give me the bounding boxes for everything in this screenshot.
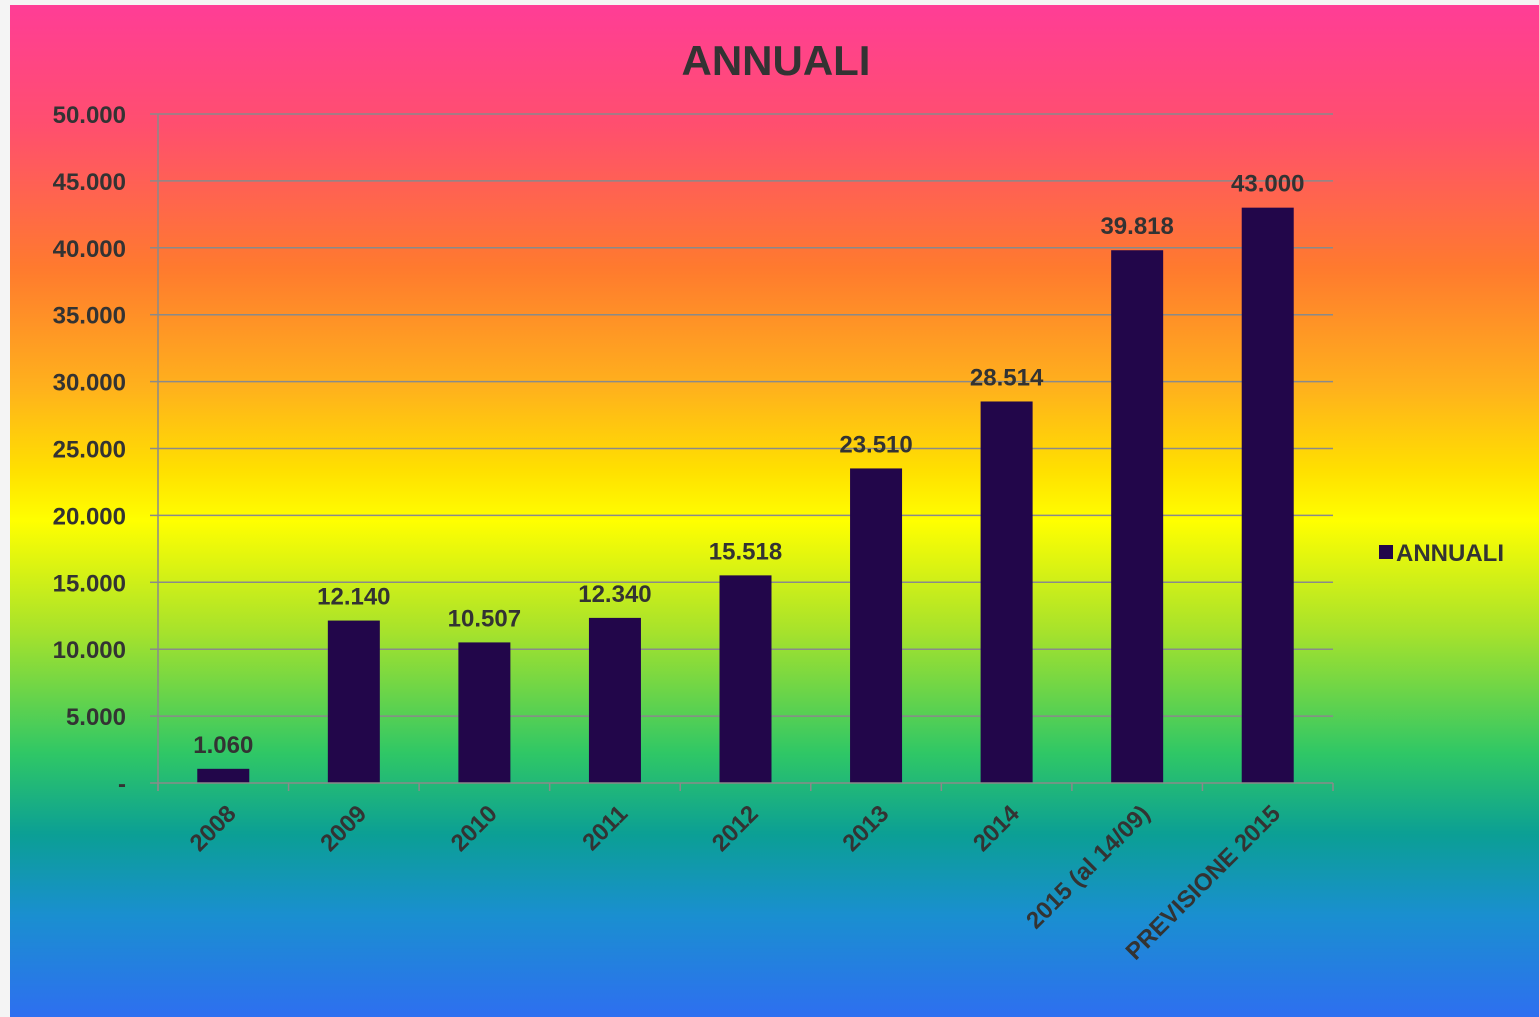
bars [197, 207, 1294, 783]
x-tick-label: 2014 [968, 800, 1025, 857]
x-tick-label: 2015 (al 14/09) [1021, 800, 1155, 934]
y-tick-label: - [118, 771, 126, 798]
bar [327, 620, 380, 783]
data-label: 43.000 [1231, 171, 1304, 198]
data-label: 10.507 [448, 605, 521, 632]
bar [197, 768, 250, 783]
x-tick-label: 2008 [185, 800, 242, 857]
data-label: 12.340 [578, 581, 651, 608]
y-tick-label: 45.000 [53, 169, 126, 196]
legend-swatch [1379, 545, 1393, 559]
axes [150, 113, 1334, 791]
bar [980, 401, 1033, 783]
x-tick-label: 2011 [577, 800, 633, 856]
y-axis-tick-labels: - 5.000 10.000 15.000 20.000 25.000 30.000 35.0… [53, 102, 126, 798]
chart-title: ANNUALI [682, 37, 871, 84]
x-tick-label: 2009 [315, 800, 372, 857]
bar [588, 617, 641, 783]
y-tick-label: 30.000 [53, 370, 126, 397]
data-labels: 1.060 12.140 10.507 12.340 15.518 23.510 28.51… [193, 171, 1304, 759]
data-label: 15.518 [709, 538, 782, 565]
y-tick-label: 5.000 [66, 704, 126, 731]
data-label: 1.060 [193, 732, 253, 759]
data-label: 28.514 [970, 364, 1044, 391]
y-tick-label: 40.000 [53, 236, 126, 263]
bar [850, 468, 903, 783]
y-tick-label: 15.000 [53, 570, 126, 597]
legend: ANNUALI [1379, 540, 1504, 567]
x-tick-label: 2013 [837, 800, 894, 857]
bar [719, 575, 772, 783]
legend-label: ANNUALI [1396, 540, 1504, 567]
data-label: 23.510 [839, 431, 912, 458]
x-tick-label: 2012 [707, 800, 764, 857]
y-tick-label: 25.000 [53, 437, 126, 464]
chart-area: ANNUALI - 5.000 10.000 15.000 20.000 25.000 30… [10, 5, 1539, 1017]
bar-chart: ANNUALI - 5.000 10.000 15.000 20.000 25.000 30… [53, 37, 1504, 966]
bar [1241, 207, 1294, 783]
y-tick-label: 20.000 [53, 503, 126, 530]
data-label: 39.818 [1100, 213, 1173, 240]
bar [1111, 250, 1164, 783]
x-tick-label: 2010 [446, 800, 503, 857]
y-tick-label: 10.000 [53, 637, 126, 664]
y-tick-label: 35.000 [53, 303, 126, 330]
bar [458, 642, 511, 783]
y-tick-label: 50.000 [53, 102, 126, 129]
data-label: 12.140 [317, 584, 390, 611]
